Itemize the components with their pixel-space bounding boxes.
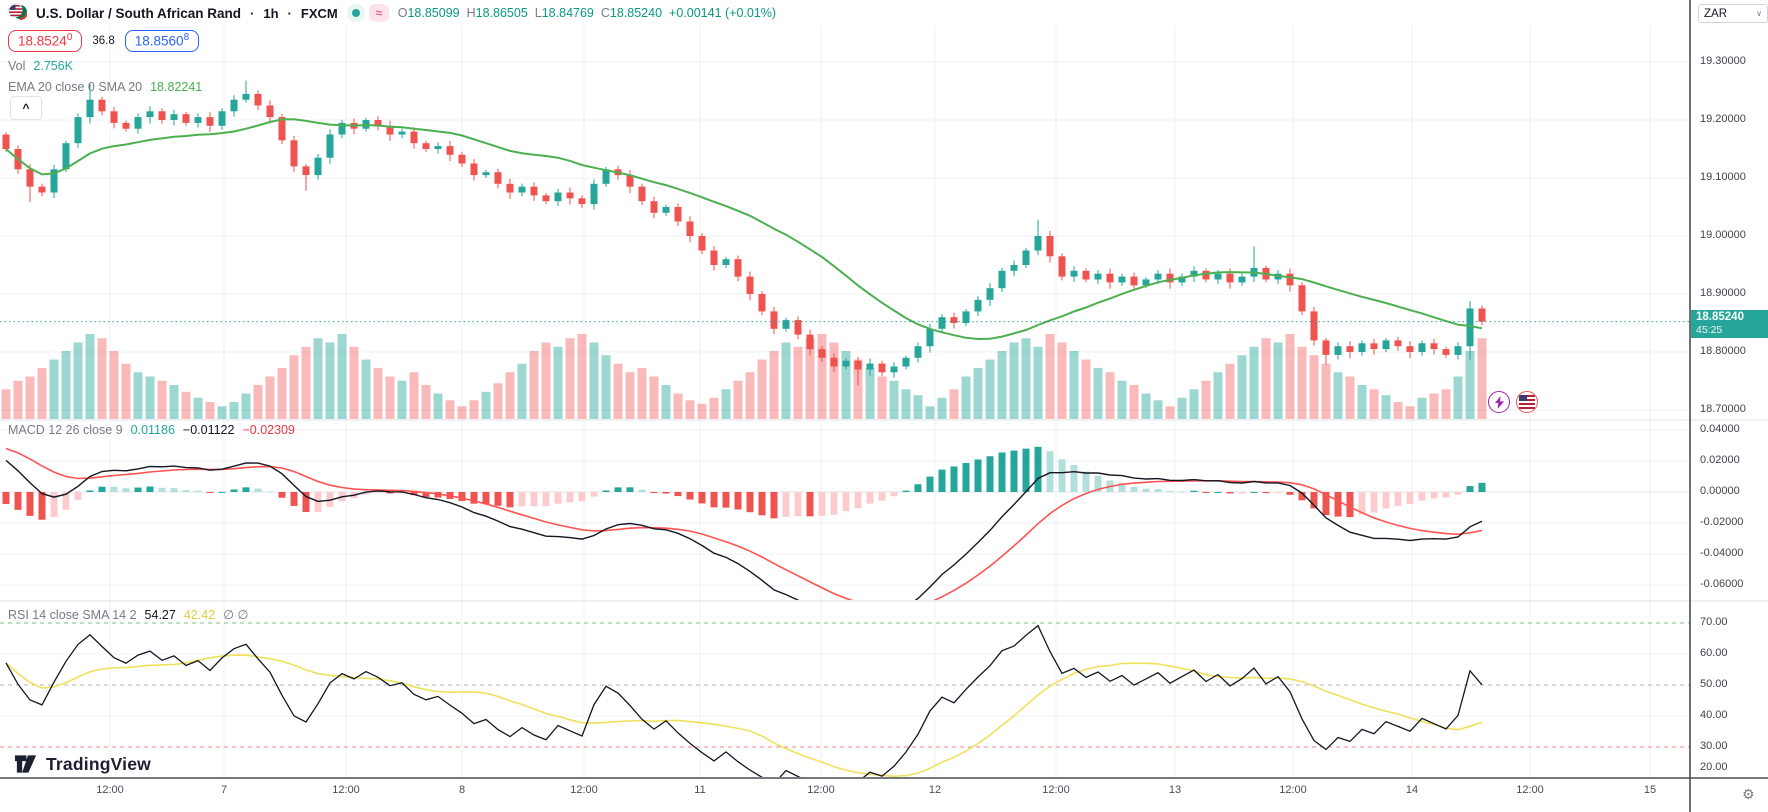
macd-tick-label: -0.06000: [1700, 578, 1744, 590]
pair-flag-icon: [8, 2, 29, 24]
ohlc-readout: O18.85099 H18.86505 L18.84769 C18.85240 …: [397, 6, 777, 20]
price-tick-label: 19.20000: [1700, 113, 1746, 125]
macd-legend[interactable]: MACD 12 26 close 9 0.01186 −0.01122 −0.0…: [8, 423, 295, 437]
tradingview-logo-text: TradingView: [46, 753, 151, 774]
zar-currency-dropdown[interactable]: ZAR ∨: [1698, 4, 1768, 23]
macd-signal-value: −0.02309: [242, 423, 295, 437]
time-tick-label: 12:00: [332, 784, 360, 796]
buy-button[interactable]: 18.85608: [124, 30, 200, 52]
sma-line: [5, 118, 1483, 341]
tradingview-logo-icon: [14, 755, 37, 773]
market-open-dot-icon: [351, 9, 360, 17]
symbol-title[interactable]: U.S. Dollar / South African Rand: [36, 5, 242, 21]
bar-countdown: 45:25: [1696, 324, 1723, 337]
time-tick-label: 8: [458, 784, 466, 796]
price-tick-label: 19.10000: [1700, 171, 1746, 183]
last-price-value: 18.85240: [1696, 311, 1744, 323]
macd-hist-value: 0.01186: [130, 423, 175, 437]
spread-value: 36.8: [92, 34, 115, 47]
tradingview-logo[interactable]: TradingView: [14, 753, 151, 775]
chevron-down-icon: ∨: [1756, 9, 1762, 18]
rsi-tick-label: 30.00: [1700, 740, 1728, 752]
interval-button[interactable]: 1h: [263, 5, 279, 21]
collapse-chevron-button[interactable]: ^: [10, 96, 42, 120]
chart-header: U.S. Dollar / South African Rand · 1h · …: [8, 2, 777, 24]
approx-price-toggle[interactable]: ≈: [368, 4, 389, 22]
rsi-tick-label: 60.00: [1700, 647, 1728, 659]
price-tick-label: 18.70000: [1700, 403, 1746, 415]
price-tick-label: 19.30000: [1700, 55, 1746, 67]
last-price-badge: 18.85240 45:25: [1691, 310, 1768, 339]
macd-tick-label: -0.02000: [1700, 516, 1744, 528]
time-tick-label: 12:00: [1279, 784, 1307, 796]
us-flag-icon: [1519, 395, 1535, 409]
separator-dot: ·: [250, 5, 255, 21]
time-tick-label: 12:00: [807, 784, 835, 796]
ma-legend[interactable]: EMA 20 close 0 SMA 20 18.82241: [8, 80, 203, 94]
price-tick-label: 18.90000: [1700, 287, 1746, 299]
ma-value: 18.82241: [150, 80, 203, 94]
lightning-icon: [1494, 395, 1504, 409]
time-tick-label: 11: [694, 784, 706, 796]
macd-tick-label: -0.04000: [1700, 547, 1744, 559]
high-value: 18.86505: [475, 6, 528, 20]
market-status-button[interactable]: [346, 4, 365, 22]
price-axis[interactable]: 19.30000 19.20000 19.10000 19.00000 18.90000…: [1690, 0, 1768, 812]
rsi-legend[interactable]: RSI 14 close SMA 14 2 54.27 42.42 ∅ ∅: [8, 608, 249, 622]
time-tick-label: 12:00: [96, 784, 124, 796]
bid-ask-row: 18.85240 36.8 18.85608: [8, 30, 200, 52]
rsi-tick-label: 20.00: [1700, 761, 1728, 773]
macd-tick-label: 0.02000: [1700, 454, 1740, 466]
rsi-tick-label: 40.00: [1700, 709, 1728, 721]
time-tick-label: 15: [1643, 784, 1657, 796]
rsi-ma-value: 42.42: [183, 608, 216, 622]
time-tick-label: 7: [220, 784, 228, 796]
time-tick-label: 14: [1405, 784, 1419, 796]
time-tick-label: 12:00: [570, 784, 598, 796]
macd-tick-label: 0.04000: [1700, 423, 1740, 435]
exchange-label[interactable]: FXCM: [300, 5, 338, 21]
rsi-tick-label: 50.00: [1700, 678, 1728, 690]
rsi-band-values: ∅ ∅: [223, 608, 249, 622]
open-value: 18.85099: [407, 6, 460, 20]
sell-button[interactable]: 18.85240: [8, 30, 83, 52]
macd-line-value: −0.01122: [182, 423, 235, 437]
volume-value: 2.756K: [33, 59, 74, 73]
separator-dot: ·: [287, 5, 292, 21]
time-tick-label: 12: [928, 784, 942, 796]
time-axis[interactable]: 12:00 7 12:00 8 12:00 11 12:00 12 12:00 13 12:00 14…: [0, 784, 1690, 804]
rsi-tick-label: 70.00: [1700, 616, 1728, 628]
price-tick-label: 18.80000: [1700, 345, 1746, 357]
macd-tick-label: 0.00000: [1700, 485, 1740, 497]
us-flag-icon-button[interactable]: [1516, 391, 1538, 413]
lightning-icon-button[interactable]: [1488, 391, 1510, 413]
time-tick-label: 12:00: [1516, 784, 1544, 796]
change-value: +0.00141 (+0.01%): [669, 6, 777, 20]
low-value: 18.84769: [541, 6, 594, 20]
close-value: 18.85240: [609, 6, 663, 20]
time-tick-label: 13: [1168, 784, 1182, 796]
price-tick-label: 19.00000: [1700, 229, 1746, 241]
volume-legend[interactable]: Vol 2.756K: [8, 59, 74, 73]
rsi-layer: [5, 624, 1483, 777]
volume-layer: [1, 334, 1487, 419]
rsi-value: 54.27: [144, 608, 176, 622]
gear-icon[interactable]: ⚙: [1742, 786, 1755, 802]
time-tick-label: 12:00: [1042, 784, 1070, 796]
macd-layer: [2, 446, 1486, 600]
